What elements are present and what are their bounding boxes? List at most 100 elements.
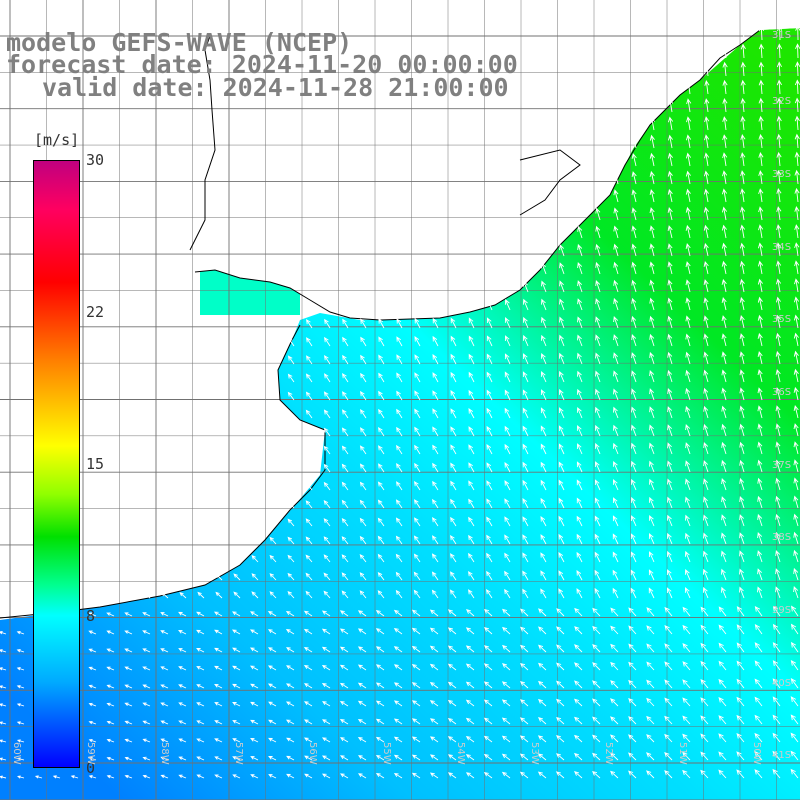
- wind-arrow: [700, 606, 709, 617]
- colorbar-tick-15: 15: [86, 455, 105, 473]
- wind-arrow: [0, 685, 7, 689]
- wind-arrow: [303, 737, 313, 743]
- wind-arrow: [413, 589, 421, 599]
- wind-arrow: [754, 714, 763, 725]
- wind-arrow: [339, 646, 349, 653]
- wind-arrow: [739, 369, 745, 383]
- wind-arrow: [628, 770, 637, 779]
- wind-arrow: [377, 499, 385, 509]
- wind-arrow: [341, 481, 349, 491]
- wind-arrow: [268, 737, 277, 743]
- wind-arrow: [486, 570, 493, 581]
- wind-arrow: [757, 369, 763, 383]
- wind-arrow: [592, 716, 601, 725]
- colorbar-tick-0: 0: [86, 759, 96, 777]
- wind-arrow: [178, 756, 187, 761]
- wind-arrow: [721, 568, 727, 581]
- wind-arrow: [757, 513, 763, 527]
- wind-arrow: [775, 405, 781, 419]
- wind-arrow: [739, 459, 745, 473]
- wind-arrow: [504, 534, 511, 545]
- lat-label: 34S: [772, 242, 792, 253]
- wind-arrow: [628, 625, 637, 635]
- wind-arrow: [793, 404, 799, 419]
- wind-arrow: [775, 586, 781, 599]
- wind-arrow: [375, 754, 385, 761]
- wind-arrow: [758, 61, 764, 77]
- wind-arrow: [646, 679, 655, 689]
- wind-arrow: [757, 495, 763, 509]
- wind-arrow: [794, 61, 800, 77]
- wind-arrow: [537, 753, 547, 761]
- wind-arrow: [306, 355, 313, 365]
- wind-arrow: [772, 678, 781, 689]
- wind-arrow: [431, 571, 439, 581]
- wind-arrow: [739, 441, 745, 455]
- wind-arrow: [612, 587, 619, 599]
- wind-arrow: [287, 590, 295, 599]
- wind-arrow: [540, 461, 547, 473]
- wind-arrow: [613, 334, 619, 347]
- wind-arrow: [538, 608, 547, 617]
- wind-arrow: [340, 755, 349, 761]
- wind-arrow: [754, 751, 763, 761]
- wind-arrow: [501, 771, 511, 779]
- wind-arrow: [595, 243, 601, 257]
- wind-arrow: [739, 477, 745, 491]
- wind-arrow: [610, 661, 619, 671]
- wind-arrow: [522, 407, 529, 419]
- wind-arrow: [504, 588, 511, 599]
- wind-arrow: [341, 445, 349, 455]
- wind-arrow: [667, 261, 673, 275]
- wind-arrow: [396, 408, 403, 419]
- wind-arrow: [649, 188, 655, 203]
- wind-arrow: [794, 115, 800, 131]
- wind-arrow: [501, 717, 511, 725]
- wind-arrow: [721, 206, 728, 221]
- lon-label: 52W: [603, 742, 614, 765]
- colorbar-tick-8: 8: [86, 607, 96, 625]
- wind-arrow: [704, 79, 710, 95]
- wind-arrow: [576, 461, 583, 473]
- wind-arrow: [682, 661, 691, 671]
- wind-arrow: [667, 170, 673, 185]
- wind-arrow: [232, 611, 241, 617]
- wind-arrow: [522, 588, 529, 599]
- wind-arrow: [790, 732, 799, 743]
- wind-arrow: [378, 336, 385, 347]
- wind-arrow: [682, 715, 691, 725]
- wind-arrow: [666, 569, 673, 581]
- wind-arrow: [667, 207, 673, 221]
- wind-arrow: [776, 169, 782, 185]
- wind-arrow: [595, 225, 601, 239]
- wind-arrow: [776, 224, 782, 239]
- wind-arrow: [630, 478, 637, 491]
- wind-arrow: [682, 679, 691, 689]
- wind-arrow: [393, 700, 403, 707]
- wind-arrow: [324, 355, 331, 365]
- wind-arrow: [684, 587, 691, 599]
- wind-arrow: [305, 500, 313, 509]
- wind-arrow: [16, 649, 25, 653]
- wind-arrow: [504, 389, 511, 401]
- wind-arrow: [142, 720, 151, 725]
- wind-arrow: [142, 612, 151, 617]
- wind-arrow: [540, 497, 547, 509]
- wind-arrow: [757, 260, 764, 275]
- wind-arrow: [649, 134, 655, 149]
- wind-arrow: [413, 535, 421, 545]
- wind-arrow: [450, 553, 457, 563]
- wind-arrow: [667, 134, 673, 149]
- wind-arrow: [628, 697, 637, 707]
- wind-arrow: [0, 757, 7, 761]
- wind-arrow: [685, 351, 691, 365]
- wind-arrow: [504, 353, 511, 365]
- wind-arrow: [250, 719, 259, 725]
- wind-arrow: [613, 189, 619, 203]
- wind-arrow: [360, 409, 367, 419]
- wind-arrow: [686, 80, 692, 95]
- wind-arrow: [196, 774, 205, 779]
- wind-arrow: [703, 224, 709, 239]
- wind-arrow: [196, 648, 205, 653]
- wind-arrow: [664, 625, 673, 635]
